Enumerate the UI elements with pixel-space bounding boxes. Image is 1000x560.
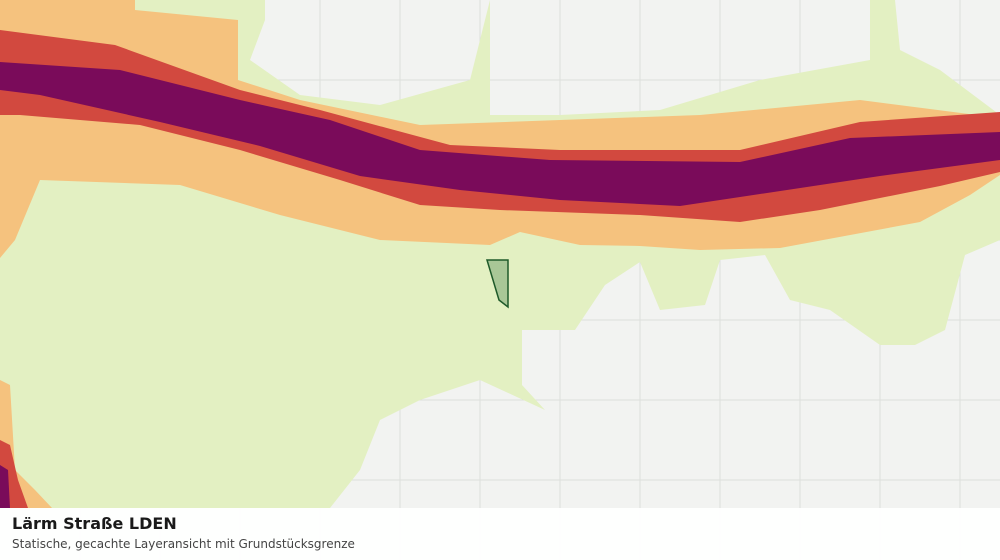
caption: Lärm Straße LDEN Statische, gecachte Lay… <box>0 508 1000 560</box>
parcel-boundary <box>485 259 509 309</box>
noise-zone-very-high <box>0 62 1000 206</box>
noise-zone-very-high <box>0 465 10 508</box>
layer-title: Lärm Straße LDEN <box>12 514 177 533</box>
layer-subtitle: Statische, gecachte Layeransicht mit Gru… <box>12 537 355 551</box>
